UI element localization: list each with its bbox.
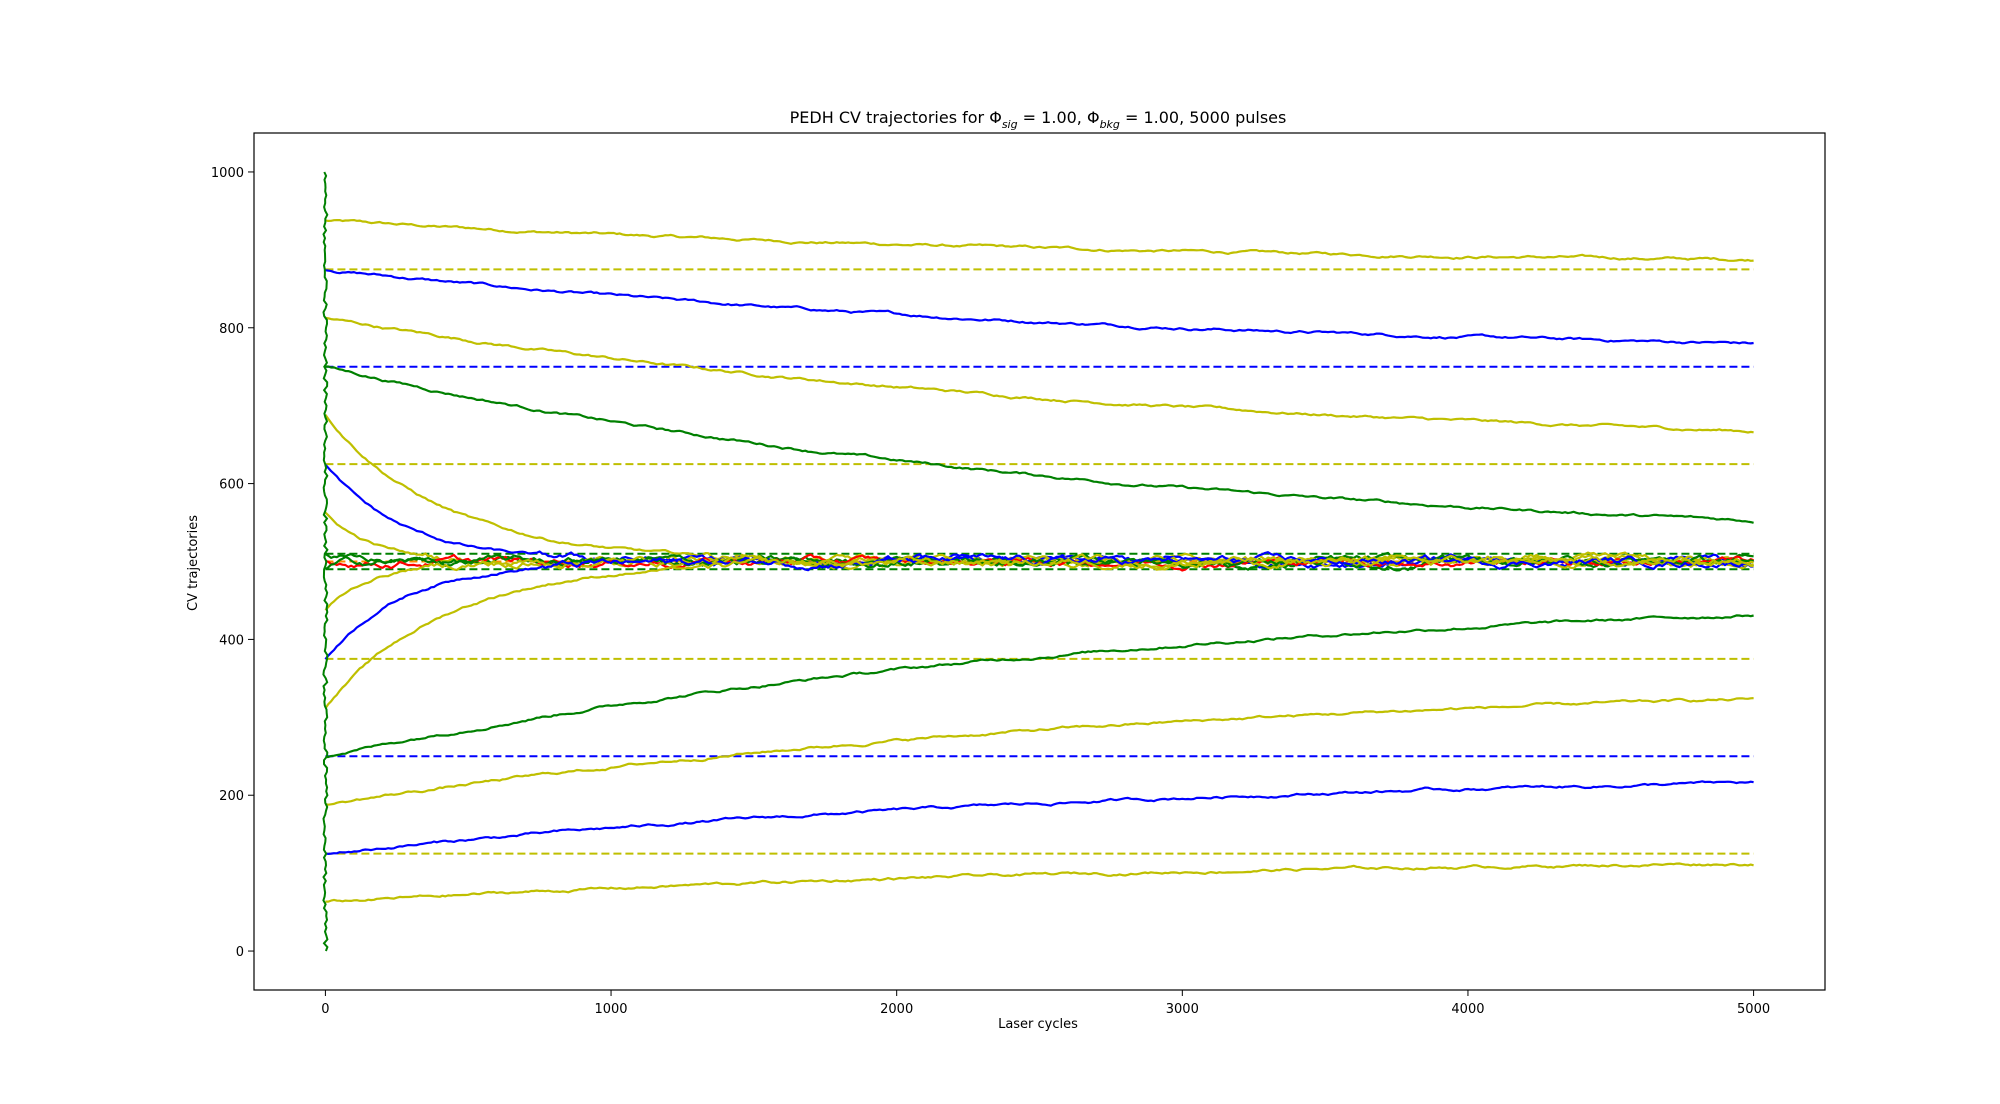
y-axis-ticks: 0 200 400 600 800 1000 <box>211 166 254 960</box>
axes-frame-rect <box>253 132 1826 991</box>
axes-frame <box>253 132 1826 991</box>
trajectory-lines <box>324 219 1755 903</box>
x-tick-label-5: 5000 <box>1737 1002 1770 1017</box>
y-tick-label-2: 400 <box>219 633 244 648</box>
x-tick-label-1: 1000 <box>594 1002 627 1017</box>
x-axis-ticks: 0 1000 2000 3000 4000 5000 <box>321 990 1770 1017</box>
series-line-2 <box>325 316 1754 434</box>
y-tick-label-5: 1000 <box>211 166 244 181</box>
x-axis-label: Laser cycles <box>998 1017 1078 1032</box>
x-tick-label-4: 4000 <box>1451 1002 1484 1017</box>
x-tick-label-2: 2000 <box>880 1002 913 1017</box>
y-tick-label-3: 600 <box>219 478 244 493</box>
series-line-1 <box>325 269 1754 345</box>
y-tick-label-1: 200 <box>219 789 244 804</box>
x-tick-label-3: 3000 <box>1166 1002 1199 1017</box>
y-tick-label-0: 0 <box>236 945 244 960</box>
series-line-15 <box>325 780 1754 856</box>
x-tick-label-0: 0 <box>321 1002 329 1017</box>
series-line-10 <box>324 553 1754 611</box>
y-axis-label: CV trajectories <box>186 515 201 611</box>
series-line-14 <box>325 697 1754 806</box>
initial-spread-line <box>322 171 329 952</box>
initial-spread-group <box>322 171 329 952</box>
chart-title: PEDH CV trajectories for Φsig = 1.00, Φb… <box>790 108 1287 131</box>
series-line-12 <box>324 554 1754 710</box>
series-line-3 <box>325 365 1754 524</box>
series-line-16 <box>325 862 1754 903</box>
series-line-13 <box>325 614 1754 759</box>
series-line-0 <box>325 219 1754 262</box>
y-tick-label-4: 800 <box>219 322 244 337</box>
